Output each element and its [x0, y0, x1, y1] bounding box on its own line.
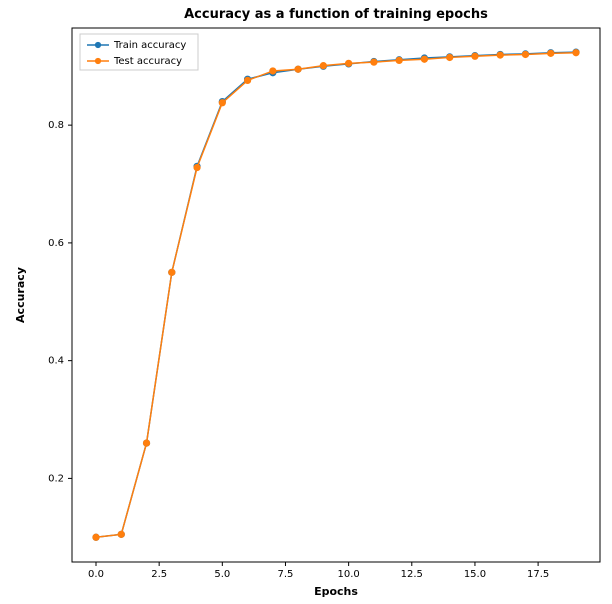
y-tick-label: 0.6: [48, 238, 64, 249]
series-marker: [93, 534, 99, 540]
series-marker: [522, 51, 528, 57]
series-marker: [447, 54, 453, 60]
series-marker: [219, 100, 225, 106]
series-marker: [421, 56, 427, 62]
series-marker: [548, 50, 554, 56]
x-tick-label: 12.5: [401, 569, 423, 580]
legend-label: Test accuracy: [113, 56, 182, 67]
chart-container: 0.0 2.5 5.0 7.5 10.0 12.5 15.0 17.5 0.2 0.4 0.6 0.8…: [0, 0, 612, 604]
x-tick-label: 2.5: [151, 569, 167, 580]
legend-label: Train accuracy: [113, 40, 186, 51]
chart-bg: [0, 0, 612, 604]
series-marker: [295, 66, 301, 72]
legend-marker: [95, 42, 101, 48]
series-marker: [396, 57, 402, 63]
series-marker: [371, 59, 377, 65]
y-tick-label: 0.2: [48, 473, 64, 484]
series-marker: [573, 50, 579, 56]
x-tick-label: 10.0: [337, 569, 359, 580]
x-tick-label: 15.0: [464, 569, 486, 580]
series-marker: [194, 164, 200, 170]
x-axis-label: Epochs: [314, 585, 358, 598]
x-tick-label: 0.0: [88, 569, 104, 580]
series-marker: [118, 531, 124, 537]
y-axis-label: Accuracy: [14, 267, 27, 323]
series-marker: [244, 77, 250, 83]
series-marker: [320, 63, 326, 69]
series-marker: [143, 440, 149, 446]
y-tick-label: 0.8: [48, 120, 64, 131]
chart-title: Accuracy as a function of training epoch…: [184, 7, 488, 22]
x-tick-label: 7.5: [278, 569, 294, 580]
series-marker: [497, 52, 503, 58]
series-marker: [472, 53, 478, 59]
accuracy-chart: 0.0 2.5 5.0 7.5 10.0 12.5 15.0 17.5 0.2 0.4 0.6 0.8…: [0, 0, 612, 604]
series-marker: [169, 269, 175, 275]
series-marker: [270, 68, 276, 74]
y-tick-label: 0.4: [48, 356, 64, 367]
series-marker: [346, 60, 352, 66]
legend-marker: [95, 58, 101, 64]
x-tick-label: 17.5: [527, 569, 549, 580]
x-tick-label: 5.0: [214, 569, 230, 580]
